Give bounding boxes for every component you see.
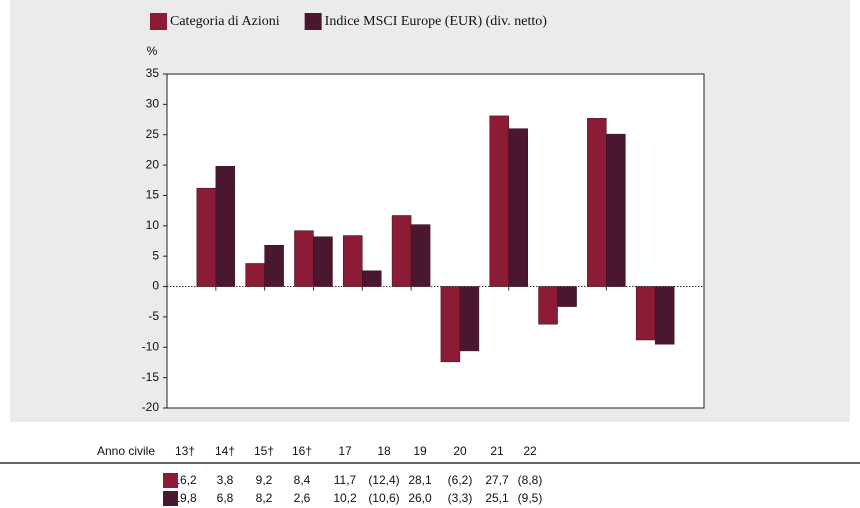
y-tick-label: 30	[146, 97, 160, 111]
table-value: 28,1	[408, 473, 432, 487]
table-header: 15†	[254, 444, 274, 458]
y-tick-label: 10	[146, 218, 160, 232]
y-tick-label: 15	[146, 188, 160, 202]
table-value: 3,8	[217, 473, 234, 487]
table-value: (3,3)	[448, 491, 473, 505]
bar	[343, 235, 363, 287]
table-value: 8,4	[294, 473, 311, 487]
y-tick-label: -10	[142, 339, 160, 353]
table-header: 13†	[175, 444, 195, 458]
y-tick-label: 25	[146, 127, 160, 141]
y-tick-label: -20	[142, 400, 160, 414]
table-header: 14†	[215, 444, 235, 458]
table-value: 19,8	[173, 491, 197, 505]
table-header: 16†	[292, 444, 312, 458]
table-value: 27,7	[485, 473, 509, 487]
table-value: 2,6	[294, 491, 311, 505]
bar	[391, 215, 412, 287]
table-value: 8,2	[256, 491, 273, 505]
table-value: 6,8	[217, 491, 234, 505]
bar	[264, 245, 284, 287]
bar	[410, 224, 431, 287]
table-header: 17	[338, 444, 352, 458]
bar	[489, 115, 509, 287]
table-header: 21	[490, 444, 504, 458]
bar	[440, 286, 461, 363]
bar	[313, 236, 333, 287]
table-header: 22	[523, 444, 537, 458]
table-value: 11,7	[334, 473, 357, 487]
table-value: 25,1	[485, 491, 509, 505]
bar	[215, 166, 236, 287]
legend-label: Indice MSCI Europe (EUR) (div. netto)	[325, 14, 548, 29]
table-header: 20	[453, 444, 467, 458]
legend-label: Categoria di Azioni	[170, 14, 280, 29]
table-value: 16,2	[173, 473, 197, 487]
legend-swatch	[304, 13, 322, 30]
table-value: (9,5)	[518, 491, 543, 505]
y-unit: %	[147, 44, 158, 58]
bar	[538, 286, 558, 325]
table-label: Anno civile	[97, 444, 155, 458]
table-header: 18	[377, 444, 391, 458]
bar	[294, 230, 314, 287]
bar	[508, 128, 528, 287]
bar	[459, 286, 480, 352]
y-tick-label: -5	[148, 309, 159, 323]
y-tick-label: 20	[146, 157, 160, 171]
bar	[654, 286, 675, 345]
bar	[557, 286, 577, 307]
table-value: 26,0	[408, 491, 432, 505]
bar	[245, 263, 265, 287]
table-value: (8,8)	[518, 473, 543, 487]
bar	[606, 133, 626, 287]
bar	[196, 187, 217, 287]
y-tick-label: 0	[152, 279, 159, 293]
y-tick-label: 35	[146, 66, 160, 80]
legend-swatch	[150, 13, 167, 30]
table-value: (6,2)	[448, 473, 473, 487]
table-value: (12,4)	[368, 473, 399, 487]
table-swatch	[163, 473, 178, 488]
bar	[362, 270, 382, 287]
table-value: 10,2	[333, 491, 357, 505]
y-tick-label: 5	[152, 248, 159, 262]
bar	[587, 118, 607, 287]
table-value: 9,2	[256, 473, 273, 487]
table-header: 19	[413, 444, 427, 458]
table-value: (10,6)	[368, 491, 399, 505]
table-swatch	[163, 491, 178, 506]
bar	[635, 286, 656, 341]
y-tick-label: -15	[142, 370, 160, 384]
